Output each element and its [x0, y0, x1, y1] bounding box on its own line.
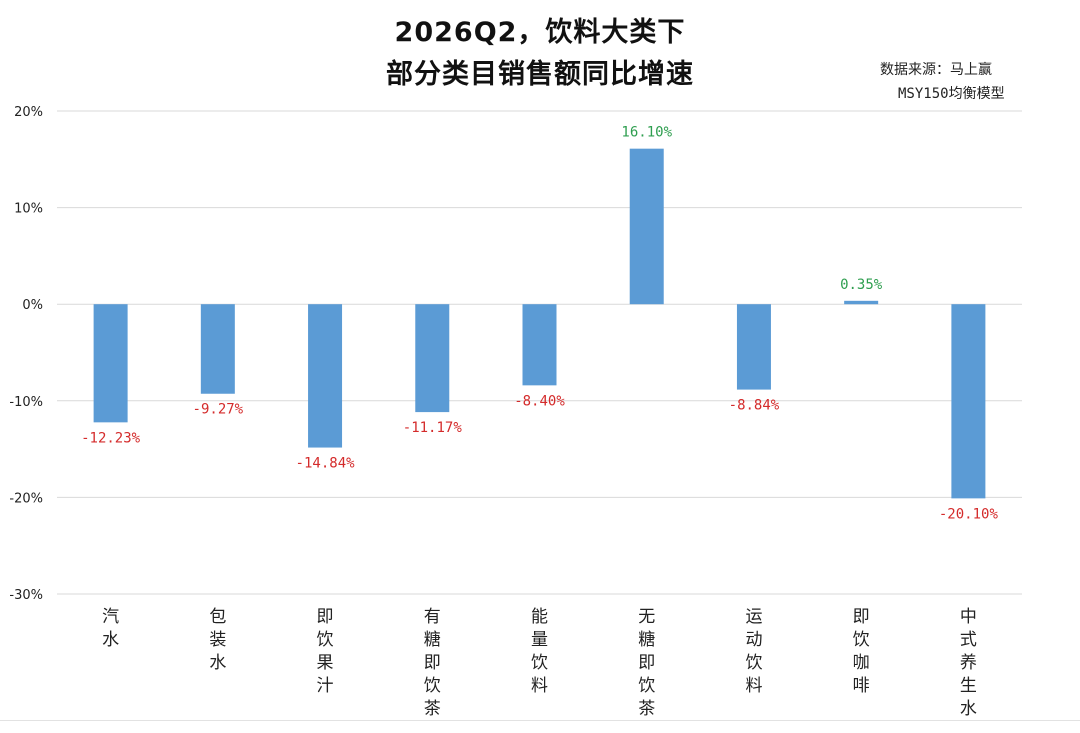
- x-category-label: 汽水: [102, 607, 119, 650]
- bottom-divider: [0, 720, 1080, 721]
- x-category-label: 包装水: [209, 607, 226, 673]
- data-label: -14.84%: [296, 456, 356, 472]
- x-category-label: 运动饮料: [745, 607, 762, 696]
- x-category-label: 中式养生水: [960, 607, 977, 719]
- chart-title-line1: 2026Q2，饮料大类下: [394, 17, 686, 48]
- y-tick-label: -20%: [9, 491, 43, 506]
- source-line-2: MSY150均衡模型: [898, 86, 1005, 102]
- y-tick-label: -30%: [9, 588, 43, 603]
- bar: [200, 304, 235, 394]
- data-label: -8.40%: [514, 393, 565, 409]
- y-tick-label: 0%: [22, 298, 43, 313]
- data-label: -20.10%: [939, 506, 999, 522]
- bar: [522, 304, 557, 386]
- y-tick-label: 20%: [14, 105, 43, 120]
- bar: [415, 304, 450, 413]
- x-category-label: 即饮果汁: [317, 607, 334, 696]
- y-tick-label: -10%: [9, 395, 43, 410]
- data-label: -11.17%: [403, 420, 463, 436]
- data-label: 0.35%: [840, 277, 883, 293]
- bar: [951, 304, 986, 499]
- data-label: 16.10%: [621, 125, 672, 141]
- x-category-label: 有糖即饮茶: [424, 607, 441, 719]
- bar: [736, 304, 771, 390]
- data-label: -12.23%: [81, 430, 141, 446]
- x-category-label: 即饮咖啡: [853, 607, 870, 696]
- chart-title-line2: 部分类目销售额同比增速: [386, 59, 694, 90]
- x-category-label: 能量饮料: [531, 607, 548, 696]
- data-label: -9.27%: [193, 402, 244, 418]
- y-tick-label: 10%: [14, 202, 43, 217]
- bar: [844, 300, 879, 305]
- data-label: -8.84%: [729, 398, 780, 414]
- source-line-1: 数据来源：马上赢: [880, 62, 992, 78]
- bar: [93, 304, 128, 423]
- x-category-label: 无糖即饮茶: [638, 607, 655, 719]
- data-source-note: 数据来源：马上赢 MSY150均衡模型: [880, 58, 1050, 106]
- bar: [308, 304, 343, 448]
- bar: [629, 148, 664, 305]
